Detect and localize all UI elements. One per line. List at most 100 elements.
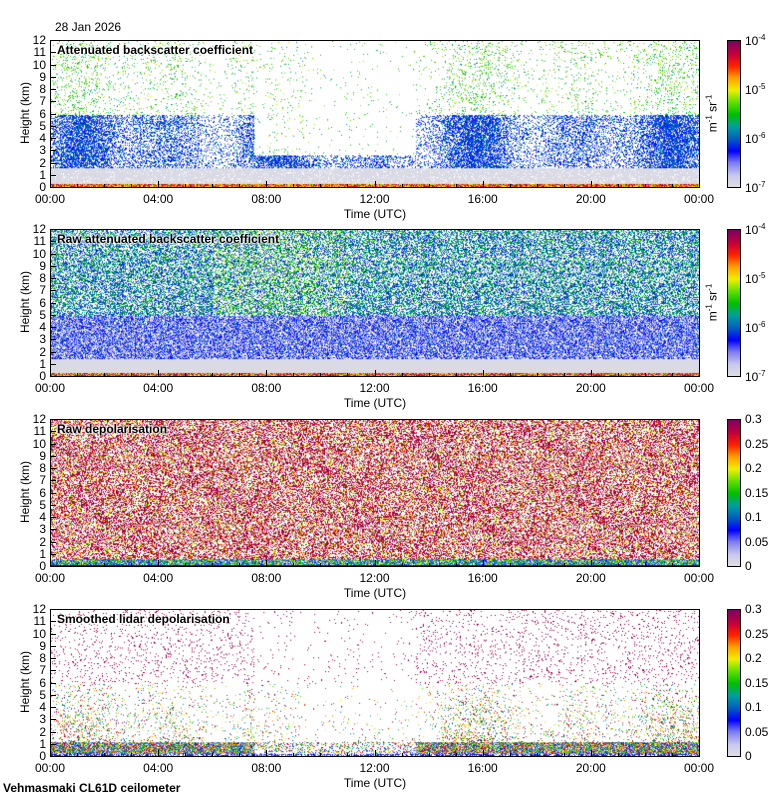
x-tick-label: 00:00 (34, 571, 66, 585)
y-tick (50, 64, 56, 66)
y-tick-label: 3 (39, 522, 46, 537)
y-tick-label: 12 (32, 412, 46, 426)
panel-title: Raw attenuated backscatter coefficient (57, 232, 280, 246)
y-tick-label: 4 (39, 510, 46, 524)
y-tick (50, 229, 56, 230)
x-tick (671, 184, 673, 188)
x-tick (455, 373, 457, 377)
x-tick-label: 00:00 (34, 761, 66, 775)
x-tick (428, 753, 430, 757)
x-tick (293, 184, 295, 188)
x-tick (77, 563, 79, 567)
colorbar-tick-label: 10-5 (745, 82, 765, 97)
x-tick (50, 370, 51, 377)
x-tick (401, 753, 403, 757)
unit-part: -1 (704, 304, 714, 312)
x-tick-label: 16:00 (467, 761, 498, 775)
colorbar-tick-base: 10 (745, 132, 759, 146)
y-tick (50, 125, 56, 127)
colorbar-tick-label: 10-7 (745, 180, 765, 195)
unit-part: -1 (704, 94, 714, 102)
x-tick (212, 753, 214, 757)
y-tick-label: 3 (39, 332, 46, 347)
colorbar (727, 609, 741, 757)
x-axis-label: Time (UTC) (343, 776, 407, 790)
y-tick (50, 633, 56, 635)
x-tick (239, 563, 241, 567)
x-tick-label: 16:00 (467, 381, 498, 395)
colorbar-tick-exponent: -7 (758, 180, 766, 189)
x-tick (671, 373, 673, 377)
y-tick-label: 4 (39, 320, 46, 334)
x-tick (455, 563, 457, 567)
x-tick (671, 563, 673, 567)
x-tick (509, 373, 511, 377)
colorbar-tick-label: 0.2 (745, 651, 762, 665)
y-tick (50, 707, 56, 708)
x-tick (347, 753, 349, 757)
x-tick (320, 184, 322, 188)
x-tick (293, 563, 295, 567)
x-tick (455, 184, 457, 188)
x-tick (104, 184, 106, 188)
x-tick (131, 373, 133, 377)
y-tick-label: 11 (33, 614, 46, 629)
x-tick (266, 181, 268, 188)
y-axis-label: Height (km) (18, 651, 32, 714)
y-tick (50, 278, 56, 279)
y-tick (50, 468, 56, 469)
x-tick (77, 373, 79, 377)
x-tick (104, 563, 106, 567)
x-tick (293, 753, 295, 757)
x-tick (644, 184, 646, 188)
y-tick-label: 9 (39, 258, 46, 273)
x-tick (293, 373, 295, 377)
x-tick (320, 373, 322, 377)
x-tick (617, 373, 619, 377)
y-tick-label: 5 (39, 687, 46, 702)
x-tick-label: 00:00 (34, 381, 66, 395)
y-tick-label: 7 (39, 94, 46, 109)
x-tick (699, 370, 700, 377)
colorbar (727, 229, 741, 377)
y-tick (50, 443, 56, 445)
y-tick-label: 7 (39, 663, 46, 678)
colorbar-tick-exponent: -6 (758, 131, 766, 140)
x-tick (185, 563, 187, 567)
colorbar-tick-base: 10 (745, 181, 759, 195)
y-tick-label: 1 (39, 356, 46, 371)
y-tick-label: 2 (39, 724, 46, 739)
x-tick-label: 08:00 (251, 571, 282, 585)
y-tick (50, 419, 56, 420)
y-tick-label: 6 (39, 295, 46, 310)
x-tick (212, 563, 214, 567)
y-tick (50, 694, 56, 696)
x-tick (590, 560, 592, 567)
footer-label: Vehmasmaki CL61D ceilometer (3, 781, 181, 795)
colorbar-tick-label: 0.05 (745, 534, 769, 549)
y-tick (50, 290, 56, 292)
x-tick-label: 00:00 (683, 761, 715, 775)
y-tick-label: 4 (39, 700, 46, 714)
colorbar-tick-label: 10-4 (745, 222, 765, 237)
x-axis-label: Time (UTC) (343, 586, 407, 600)
y-tick (50, 682, 56, 684)
colorbar-tick-base: 10 (745, 370, 759, 384)
x-tick (644, 563, 646, 567)
x-tick (509, 184, 511, 188)
colorbar-tick-label: 0.25 (745, 436, 769, 451)
y-tick (50, 621, 56, 623)
colorbar-tick-exponent: -6 (758, 320, 766, 329)
x-tick (131, 184, 133, 188)
y-tick-label: 6 (39, 675, 46, 690)
x-tick (266, 560, 268, 567)
y-tick-label: 8 (39, 461, 46, 475)
x-tick (50, 181, 51, 188)
x-tick-label: 16:00 (467, 192, 498, 206)
x-tick (699, 181, 700, 188)
x-tick-label: 04:00 (143, 192, 174, 206)
y-tick (50, 101, 56, 103)
x-tick (563, 563, 565, 567)
y-tick-label: 5 (39, 307, 46, 322)
colorbar-tick-label: 0.15 (745, 675, 769, 690)
